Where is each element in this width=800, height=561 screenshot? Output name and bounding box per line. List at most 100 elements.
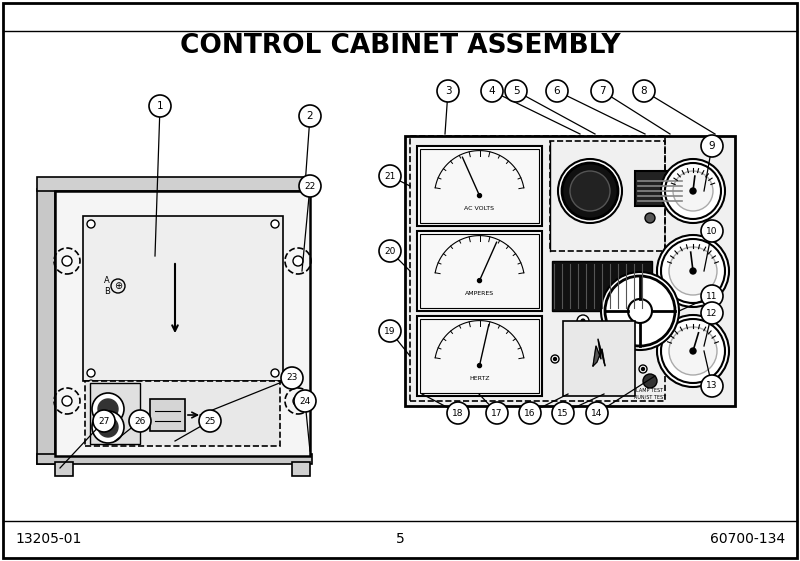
Circle shape <box>562 163 618 219</box>
Circle shape <box>437 80 459 102</box>
Circle shape <box>299 175 321 197</box>
Circle shape <box>293 396 303 406</box>
Text: 19: 19 <box>384 327 396 335</box>
Text: ⊕: ⊕ <box>114 281 122 291</box>
Circle shape <box>628 299 652 323</box>
Circle shape <box>87 220 95 228</box>
Text: 27: 27 <box>98 416 110 425</box>
Circle shape <box>639 365 647 373</box>
Text: 7: 7 <box>598 86 606 96</box>
Bar <box>85 381 280 446</box>
Circle shape <box>546 80 568 102</box>
Text: 16: 16 <box>524 408 536 417</box>
Bar <box>420 149 539 223</box>
Bar <box>405 136 735 406</box>
Circle shape <box>87 369 95 377</box>
Circle shape <box>93 410 115 432</box>
Text: 8: 8 <box>641 86 647 96</box>
Text: 5: 5 <box>513 86 519 96</box>
Text: 17: 17 <box>491 408 502 417</box>
Text: 9: 9 <box>709 141 715 151</box>
Text: LAMP TEST: LAMP TEST <box>637 389 663 393</box>
Circle shape <box>673 171 713 211</box>
Bar <box>55 462 73 476</box>
Bar <box>37 454 312 464</box>
Text: 22: 22 <box>304 182 316 191</box>
Text: 3: 3 <box>445 86 451 96</box>
Text: 23: 23 <box>286 374 298 383</box>
Circle shape <box>554 357 557 361</box>
Circle shape <box>701 375 723 397</box>
Circle shape <box>478 364 482 367</box>
Circle shape <box>199 410 221 432</box>
Text: 2: 2 <box>306 111 314 121</box>
Bar <box>417 231 542 311</box>
Circle shape <box>662 278 678 294</box>
Circle shape <box>379 240 401 262</box>
Circle shape <box>299 105 321 127</box>
Bar <box>420 234 539 308</box>
Text: 1: 1 <box>157 101 163 111</box>
Text: AC VOLTS: AC VOLTS <box>465 206 494 211</box>
Text: 14: 14 <box>591 408 602 417</box>
Circle shape <box>701 135 723 157</box>
Circle shape <box>98 417 118 437</box>
Text: 60700-134: 60700-134 <box>710 532 785 546</box>
Text: 4: 4 <box>489 86 495 96</box>
Text: 26: 26 <box>134 416 146 425</box>
Bar <box>550 141 665 251</box>
Circle shape <box>552 402 574 424</box>
Bar <box>292 462 310 476</box>
Circle shape <box>519 402 541 424</box>
Circle shape <box>642 367 645 370</box>
Circle shape <box>478 194 482 197</box>
Circle shape <box>88 380 94 386</box>
Bar <box>37 177 310 191</box>
Circle shape <box>690 188 696 194</box>
Bar <box>563 321 635 396</box>
Circle shape <box>481 80 503 102</box>
Bar <box>90 383 140 444</box>
Circle shape <box>281 367 303 389</box>
Circle shape <box>586 402 608 424</box>
Circle shape <box>62 396 72 406</box>
Circle shape <box>669 247 717 295</box>
Circle shape <box>294 390 316 412</box>
Circle shape <box>129 410 151 432</box>
Circle shape <box>616 319 620 323</box>
Text: 10: 10 <box>706 227 718 236</box>
Text: 25: 25 <box>204 416 216 425</box>
Text: 5: 5 <box>396 532 404 546</box>
Circle shape <box>645 213 655 223</box>
Circle shape <box>62 256 72 266</box>
Circle shape <box>690 348 696 354</box>
Bar <box>37 189 55 464</box>
Circle shape <box>271 369 279 377</box>
Bar <box>410 136 665 401</box>
Text: 18: 18 <box>452 408 464 417</box>
Text: A
B: A B <box>104 277 110 296</box>
Text: 11: 11 <box>706 292 718 301</box>
Circle shape <box>149 95 171 117</box>
Circle shape <box>570 171 610 211</box>
Circle shape <box>601 272 679 350</box>
Circle shape <box>661 239 725 303</box>
Bar <box>150 399 185 431</box>
Circle shape <box>669 327 717 375</box>
Circle shape <box>657 315 729 387</box>
Circle shape <box>661 319 725 383</box>
Polygon shape <box>593 339 605 366</box>
Text: 24: 24 <box>299 397 310 406</box>
Circle shape <box>558 159 622 223</box>
Circle shape <box>690 268 696 274</box>
Circle shape <box>591 80 613 102</box>
Circle shape <box>643 374 657 388</box>
Text: 15: 15 <box>558 408 569 417</box>
Text: AMPERES: AMPERES <box>465 291 494 296</box>
Circle shape <box>701 220 723 242</box>
Bar <box>417 146 542 226</box>
Circle shape <box>486 402 508 424</box>
Circle shape <box>92 411 124 443</box>
Circle shape <box>505 80 527 102</box>
Text: CONTROL CABINET ASSEMBLY: CONTROL CABINET ASSEMBLY <box>180 33 620 59</box>
